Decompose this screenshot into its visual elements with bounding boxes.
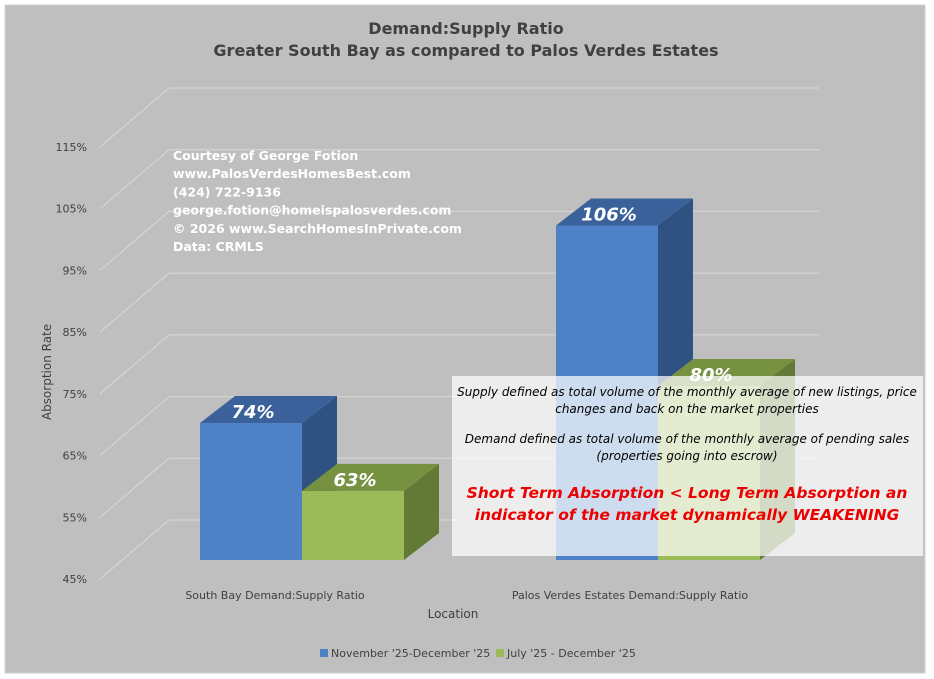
supply-definition: changes and back on the market propertie… [555,402,819,416]
note-text: Supply defined as total volume of the mo… [457,385,917,524]
bar-top [556,198,693,226]
note-box [452,376,923,556]
y-tick-label: 45% [63,573,87,586]
y-tick-label: 105% [56,203,87,216]
bar-top [200,396,337,424]
bar-side [404,463,439,560]
data-label: 74% [231,402,274,423]
data-label: 63% [333,470,376,491]
legend-swatch [496,649,504,657]
y-tick-label: 95% [63,264,87,277]
y-tick-label: 75% [63,388,87,401]
y-tick-label: 85% [63,326,87,339]
courtesy-block: Courtesy of George Fotion www.PalosVerdes… [173,148,462,254]
chart-subtitle: Greater South Bay as compared to Palos V… [213,41,718,60]
y-tick-label: 55% [63,511,87,524]
data-label: 106% [581,205,637,226]
legend-entry: November '25-December '25 [331,647,490,660]
demand-definition: Demand defined as total volume of the mo… [465,432,909,446]
legend-swatch [320,649,328,657]
category-label: South Bay Demand:Supply Ratio [185,589,365,602]
x-axis-title: Location [428,607,479,621]
supply-definition: Supply defined as total volume of the mo… [457,385,917,399]
legend-entry: July '25 - December '25 [506,647,636,660]
market-conclusion: Short Term Absorption < Long Term Absorp… [467,484,908,502]
plot-panel [4,4,926,674]
courtesy-line: © 2026 www.SearchHomesInPrivate.com [173,221,462,236]
courtesy-line: george.fotion@homeispalosverdes.com [173,203,451,218]
courtesy-line: (424) 722-9136 [173,184,281,199]
y-tick-labels: 45% 55% 65% 75% 85% 95% 105% 115% [56,141,87,586]
gridline [99,149,819,210]
y-tick-label: 115% [56,141,87,154]
courtesy-line: Courtesy of George Fotion [173,148,358,163]
courtesy-line: Data: CRMLS [173,239,264,254]
category-labels: South Bay Demand:Supply Ratio Palos Verde… [185,589,748,602]
demand-definition: (properties going into escrow) [596,449,777,463]
y-axis-title: Absorption Rate [40,324,54,420]
legend: November '25-December '25 July '25 - Dece… [320,647,636,660]
gridline [99,87,819,148]
bar [200,423,302,560]
bar-top [302,463,439,491]
gridlines [99,87,819,580]
bar [302,490,404,560]
chart-title: Demand:Supply Ratio [368,19,563,38]
bars: 74%63%106%80% [200,198,795,561]
y-tick-label: 65% [63,450,87,463]
category-label: Palos Verdes Estates Demand:Supply Ratio [512,589,749,602]
market-conclusion: indicator of the market dynamically WEAK… [475,506,900,524]
courtesy-line: www.PalosVerdesHomesBest.com [173,166,411,181]
